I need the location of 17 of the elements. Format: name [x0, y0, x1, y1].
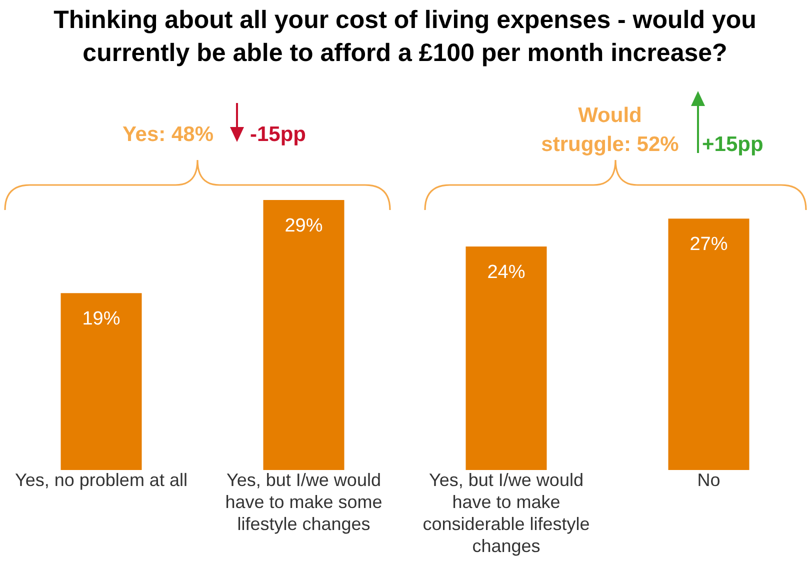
x-tick-label: Yes, but I/we would have to make some lifestyle changes [225, 470, 382, 534]
text: -15pp [250, 123, 306, 146]
bar [466, 246, 547, 470]
text: +15pp [702, 133, 764, 156]
x-tick-label: Yes, but I/we would have to make considerable lifestyle changes [422, 470, 590, 556]
text: Yes: 48% [122, 123, 214, 146]
bar [668, 218, 750, 470]
data-label: 29% [284, 215, 323, 236]
text: Would struggle: 52% [541, 104, 680, 156]
data-label: 24% [487, 262, 526, 284]
x-tick-label: Yes, no problem at all [15, 470, 188, 490]
bar [263, 200, 344, 470]
data-label: 27% [690, 234, 728, 256]
data-label: 19% [82, 308, 120, 330]
chart-title: Thinking about all your cost of living expenses - would you currently be able to afford a £100 per month increase? [52, 5, 758, 69]
x-tick-label: No [697, 470, 720, 490]
bar [60, 293, 142, 470]
